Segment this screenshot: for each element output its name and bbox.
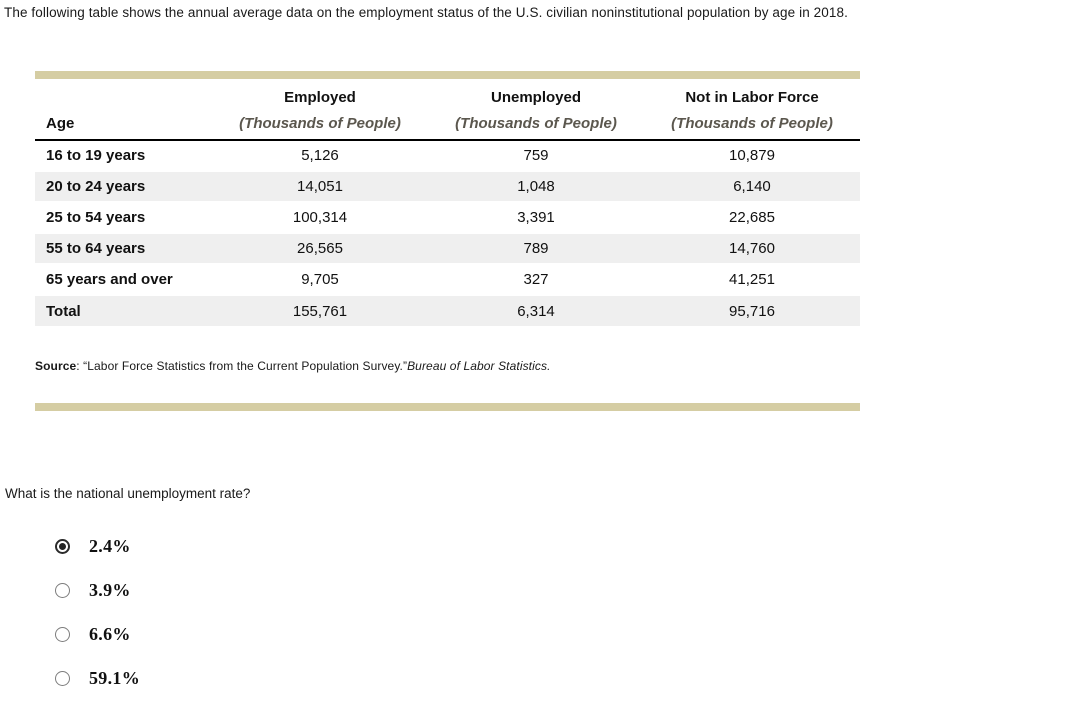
question-text: What is the national unemployment rate? (5, 486, 251, 501)
unemployed-cell: 3,391 (428, 201, 644, 233)
age-cell: 55 to 64 years (35, 232, 212, 264)
column-subtitle: (Thousands of People) (239, 115, 401, 132)
employed-cell: 14,051 (212, 170, 428, 202)
employment-table: Age Employed (Thousands of People) Unemp… (35, 79, 860, 326)
employed-cell: 26,565 (212, 232, 428, 264)
unemployed-cell: 759 (428, 139, 644, 171)
employed-cell: 100,314 (212, 201, 428, 233)
table-row: 65 years and over 9,705 327 41,251 (35, 263, 860, 295)
column-header-unemployed: Unemployed (Thousands of People) (428, 79, 644, 141)
radio-unselected-icon[interactable] (55, 670, 70, 686)
column-title: Employed (284, 89, 356, 106)
age-cell: 25 to 54 years (35, 201, 212, 233)
unemployed-cell: 1,048 (428, 170, 644, 202)
age-cell: 16 to 19 years (35, 139, 212, 171)
radio-unselected-icon[interactable] (55, 626, 70, 642)
not-in-labor-force-cell: 6,140 (644, 170, 860, 202)
age-cell: 20 to 24 years (35, 170, 212, 202)
not-in-labor-force-cell: 95,716 (644, 294, 860, 326)
answer-option[interactable]: 2.4% (55, 533, 140, 559)
answer-label: 6.6% (89, 623, 131, 644)
source-note: Source: “Labor Force Statistics from the… (35, 359, 551, 373)
not-in-labor-force-cell: 14,760 (644, 232, 860, 264)
intro-text: The following table shows the annual ave… (4, 5, 848, 20)
column-title: Unemployed (490, 89, 581, 106)
answer-label: 59.1% (89, 667, 140, 688)
source-label: Source (35, 359, 77, 373)
unemployed-cell: 789 (428, 232, 644, 264)
table-header-row: Age Employed (Thousands of People) Unemp… (35, 79, 860, 141)
unemployed-cell: 327 (428, 263, 644, 295)
table-row: 20 to 24 years 14,051 1,048 6,140 (35, 170, 860, 202)
age-cell: Total (35, 294, 212, 326)
table-row: Total 155,761 6,314 95,716 (35, 294, 860, 326)
not-in-labor-force-cell: 10,879 (644, 139, 860, 171)
not-in-labor-force-cell: 22,685 (644, 201, 860, 233)
column-header-employed: Employed (Thousands of People) (212, 79, 428, 141)
top-divider-bar (35, 71, 860, 79)
answer-option[interactable]: 59.1% (55, 665, 140, 691)
answer-label: 3.9% (89, 579, 131, 600)
age-cell: 65 years and over (35, 263, 212, 295)
column-title: Not in Labor Force (685, 89, 819, 106)
employed-cell: 9,705 (212, 263, 428, 295)
column-subtitle: (Thousands of People) (671, 115, 833, 132)
employed-cell: 5,126 (212, 139, 428, 171)
table-row: 25 to 54 years 100,314 3,391 22,685 (35, 201, 860, 233)
employed-cell: 155,761 (212, 294, 428, 326)
not-in-labor-force-cell: 41,251 (644, 263, 860, 295)
answer-label: 2.4% (89, 535, 131, 556)
table-row: 55 to 64 years 26,565 789 14,760 (35, 232, 860, 264)
radio-unselected-icon[interactable] (55, 582, 70, 598)
bottom-divider-bar (35, 403, 860, 411)
source-citation: Bureau of Labor Statistics. (407, 359, 551, 373)
answer-option[interactable]: 6.6% (55, 621, 140, 647)
column-header-age: Age (35, 79, 212, 141)
column-subtitle: (Thousands of People) (455, 115, 617, 132)
table-body: 16 to 19 years 5,126 759 10,879 20 to 24 yea… (35, 139, 860, 326)
source-text: : “Labor Force Statistics from the Curre… (76, 359, 408, 373)
table-row: 16 to 19 years 5,126 759 10,879 (35, 139, 860, 171)
answer-option[interactable]: 3.9% (55, 577, 140, 603)
radio-selected-icon[interactable] (55, 538, 70, 554)
column-header-not-in-labor-force: Not in Labor Force (Thousands of People) (644, 79, 860, 141)
unemployed-cell: 6,314 (428, 294, 644, 326)
employment-table-exhibit: Age Employed (Thousands of People) Unemp… (35, 71, 860, 326)
answer-options: 2.4% 3.9% 6.6% 59.1% (55, 533, 140, 709)
